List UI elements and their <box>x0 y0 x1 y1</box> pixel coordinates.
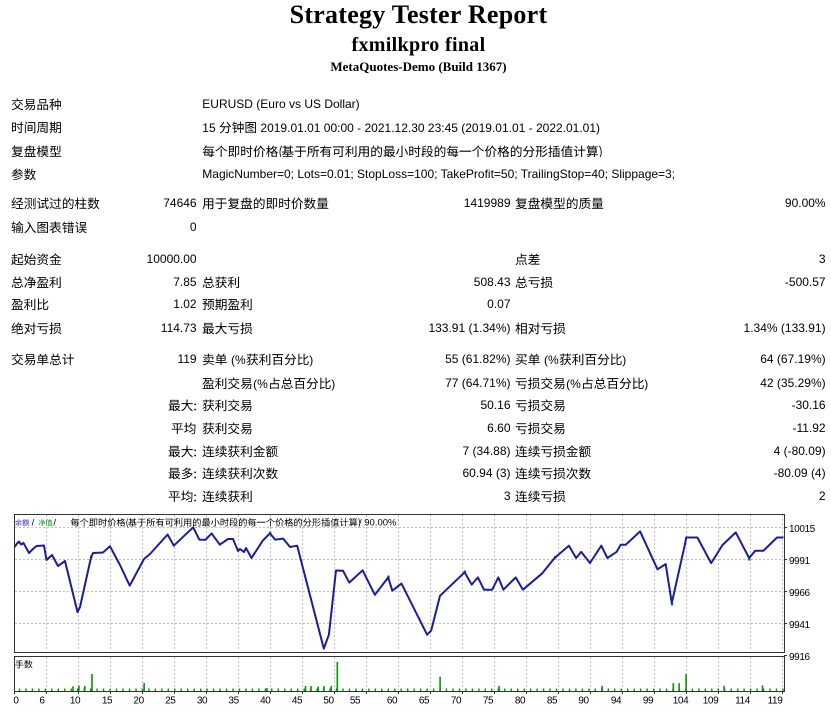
svg-text:70: 70 <box>451 696 462 707</box>
svg-text:9966: 9966 <box>789 588 810 599</box>
svg-text:30: 30 <box>197 696 208 707</box>
svg-text:/ 90.00%: / 90.00% <box>359 518 397 529</box>
svg-text:60: 60 <box>387 696 398 707</box>
svg-text:10: 10 <box>70 696 81 707</box>
svg-text:45: 45 <box>292 696 303 707</box>
svg-text:94: 94 <box>611 696 622 707</box>
svg-text:109: 109 <box>703 696 719 707</box>
svg-text:/: / <box>53 518 56 529</box>
svg-text:9991: 9991 <box>789 556 810 567</box>
svg-text:9941: 9941 <box>789 620 810 631</box>
svg-text:0: 0 <box>13 696 19 707</box>
svg-text:75: 75 <box>483 696 494 707</box>
svg-text:10015: 10015 <box>789 524 816 535</box>
svg-text:9916: 9916 <box>789 652 810 663</box>
svg-text:6: 6 <box>39 696 45 707</box>
svg-text:20: 20 <box>133 696 144 707</box>
svg-text:35: 35 <box>228 696 239 707</box>
svg-text:119: 119 <box>768 696 784 707</box>
svg-text:65: 65 <box>419 696 430 707</box>
svg-text:85: 85 <box>547 696 558 707</box>
svg-text:40: 40 <box>260 696 271 707</box>
svg-text:50: 50 <box>323 696 334 707</box>
svg-text:114: 114 <box>735 696 751 707</box>
svg-text:25: 25 <box>165 696 176 707</box>
svg-text:/: / <box>32 518 35 529</box>
svg-text:90: 90 <box>578 696 589 707</box>
svg-text:99: 99 <box>643 696 654 707</box>
svg-text:55: 55 <box>350 696 361 707</box>
svg-text:15: 15 <box>102 696 113 707</box>
svg-text:80: 80 <box>515 696 526 707</box>
svg-text:104: 104 <box>673 696 689 707</box>
